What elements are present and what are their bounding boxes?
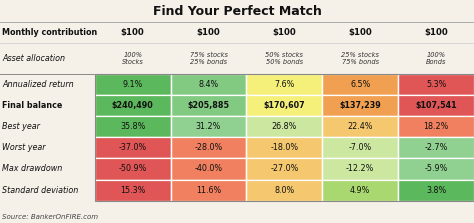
Bar	[322, 180, 398, 201]
Text: 100%
Bonds: 100% Bonds	[426, 52, 447, 65]
Text: -18.0%: -18.0%	[270, 143, 299, 152]
Text: 100%
Stocks: 100% Stocks	[122, 52, 144, 65]
Text: 7.6%: 7.6%	[274, 80, 294, 89]
Text: -40.0%: -40.0%	[194, 164, 223, 173]
Bar	[171, 74, 246, 95]
Bar	[398, 95, 474, 116]
Text: 22.4%: 22.4%	[347, 122, 373, 131]
Text: 15.3%: 15.3%	[120, 186, 146, 195]
Text: $100: $100	[197, 28, 220, 37]
Bar	[398, 116, 474, 137]
Text: Find Your Perfect Match: Find Your Perfect Match	[153, 5, 321, 18]
Text: Monthly contribution: Monthly contribution	[2, 28, 98, 37]
Text: 6.5%: 6.5%	[350, 80, 370, 89]
Bar	[322, 95, 398, 116]
Bar	[322, 137, 398, 158]
Text: $100: $100	[424, 28, 448, 37]
Text: 31.2%: 31.2%	[196, 122, 221, 131]
Text: Annualized return: Annualized return	[2, 80, 74, 89]
Text: $137,239: $137,239	[339, 101, 381, 110]
Text: Source: BankerOnFIRE.com: Source: BankerOnFIRE.com	[2, 214, 99, 220]
Text: 50% stocks
50% bonds: 50% stocks 50% bonds	[265, 52, 303, 65]
Bar	[95, 180, 171, 201]
Text: 8.4%: 8.4%	[199, 80, 219, 89]
Text: Standard deviation: Standard deviation	[2, 186, 79, 195]
Text: 35.8%: 35.8%	[120, 122, 146, 131]
Bar	[398, 180, 474, 201]
Text: 5.3%: 5.3%	[426, 80, 446, 89]
Text: 11.6%: 11.6%	[196, 186, 221, 195]
Text: $100: $100	[121, 28, 145, 37]
Text: 8.0%: 8.0%	[274, 186, 294, 195]
Text: 25% stocks
75% bonds: 25% stocks 75% bonds	[341, 52, 379, 65]
Bar	[171, 158, 246, 180]
Text: 4.9%: 4.9%	[350, 186, 370, 195]
Bar	[95, 74, 474, 201]
Bar	[95, 116, 171, 137]
Text: -27.0%: -27.0%	[270, 164, 299, 173]
Text: Final balance: Final balance	[2, 101, 63, 110]
Bar	[171, 137, 246, 158]
Bar	[95, 74, 171, 95]
Bar	[322, 116, 398, 137]
Text: -5.9%: -5.9%	[424, 164, 448, 173]
Text: -37.0%: -37.0%	[118, 143, 147, 152]
Text: -12.2%: -12.2%	[346, 164, 374, 173]
Text: 18.2%: 18.2%	[423, 122, 449, 131]
Text: -50.9%: -50.9%	[118, 164, 147, 173]
Bar	[246, 116, 322, 137]
Bar	[398, 74, 474, 95]
Bar	[246, 74, 322, 95]
Text: Worst year: Worst year	[2, 143, 46, 152]
Bar	[95, 158, 171, 180]
Text: $205,885: $205,885	[188, 101, 229, 110]
Bar	[95, 137, 171, 158]
Text: $240,490: $240,490	[112, 101, 154, 110]
Text: $100: $100	[348, 28, 372, 37]
Text: $170,607: $170,607	[264, 101, 305, 110]
Text: $100: $100	[273, 28, 296, 37]
Bar	[322, 158, 398, 180]
Bar	[398, 137, 474, 158]
Text: 75% stocks
25% bonds: 75% stocks 25% bonds	[190, 52, 228, 65]
Bar	[171, 95, 246, 116]
Bar	[171, 116, 246, 137]
Text: 26.8%: 26.8%	[272, 122, 297, 131]
Bar	[171, 180, 246, 201]
Bar	[95, 95, 171, 116]
Bar	[246, 180, 322, 201]
Bar	[246, 137, 322, 158]
Text: $107,541: $107,541	[415, 101, 457, 110]
Bar	[246, 95, 322, 116]
Bar	[246, 158, 322, 180]
Bar	[398, 158, 474, 180]
Text: 3.8%: 3.8%	[426, 186, 446, 195]
Text: -2.7%: -2.7%	[424, 143, 448, 152]
Text: Best year: Best year	[2, 122, 40, 131]
Bar	[322, 74, 398, 95]
Text: -7.0%: -7.0%	[348, 143, 372, 152]
Text: Asset allocation: Asset allocation	[2, 54, 65, 63]
Text: 9.1%: 9.1%	[123, 80, 143, 89]
Text: -28.0%: -28.0%	[194, 143, 223, 152]
Text: Max drawdown: Max drawdown	[2, 164, 63, 173]
